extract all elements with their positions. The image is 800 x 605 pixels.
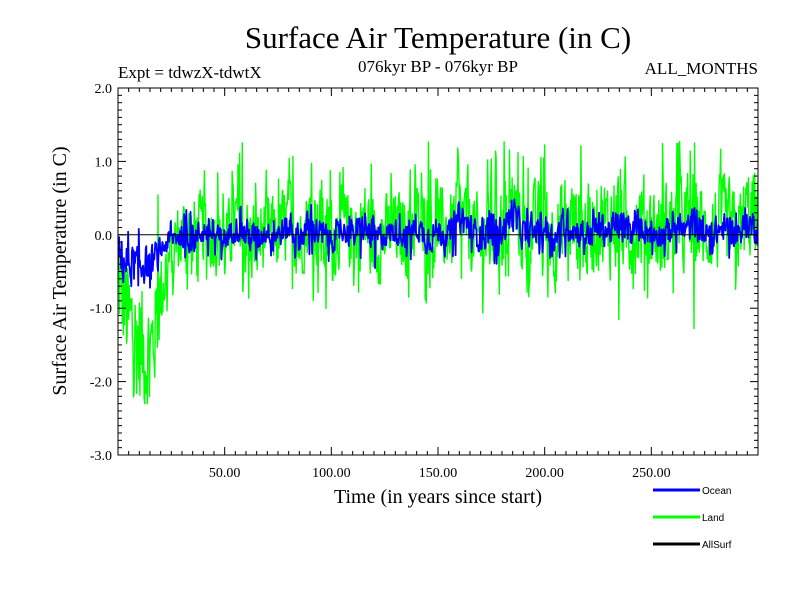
legend-label-allsurf: AllSurf [702, 540, 732, 551]
y-tick-label: -3.0 [90, 449, 112, 464]
y-tick-label: 0.0 [95, 229, 113, 244]
series-line-land [118, 140, 758, 405]
x-tick-label: 150.00 [419, 466, 458, 481]
x-tick-label: 100.00 [312, 466, 351, 481]
y-tick-label: 2.0 [95, 82, 113, 97]
y-tick-label: -1.0 [90, 302, 112, 317]
plot-frame [117, 87, 759, 456]
axes: -3.0 -2.0 -1.0 0.0 1.0 2.0 50.00 100.00 150.00 20… [90, 82, 759, 481]
experiment-label: Expt = tdwzX-tdwtX [118, 63, 262, 82]
legend: Ocean Land AllSurf [653, 486, 732, 551]
legend-label-ocean: Ocean [702, 486, 731, 497]
series-line-ocean [118, 198, 758, 289]
plot-area [118, 140, 758, 405]
legend-label-land: Land [702, 513, 724, 524]
period-label: 076kyr BP - 076kyr BP [358, 57, 518, 76]
chart-title: Surface Air Temperature (in C) [245, 20, 631, 55]
x-tick-label: 200.00 [525, 466, 564, 481]
x-axis-label: Time (in years since start) [334, 486, 542, 508]
x-tick-label: 50.00 [209, 466, 241, 481]
x-tick-label: 250.00 [632, 466, 671, 481]
y-axis-label: Surface Air Temperature (in C) [49, 146, 71, 395]
y-tick-label: -2.0 [90, 376, 112, 391]
months-label: ALL_MONTHS [645, 59, 758, 78]
y-tick-label: 1.0 [95, 155, 113, 170]
